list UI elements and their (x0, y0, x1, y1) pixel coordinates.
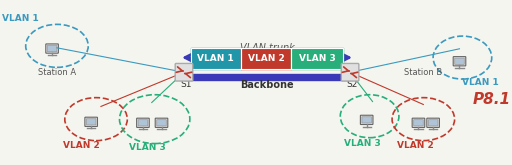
Text: Backbone: Backbone (240, 80, 294, 90)
Bar (241, 48, 291, 69)
FancyBboxPatch shape (429, 120, 438, 126)
FancyBboxPatch shape (427, 118, 439, 127)
FancyBboxPatch shape (137, 118, 149, 127)
Text: VLAN 3: VLAN 3 (299, 54, 336, 63)
Text: P8.1: P8.1 (473, 92, 511, 107)
Text: Station A: Station A (38, 68, 76, 77)
Text: VLAN 1: VLAN 1 (3, 14, 39, 23)
Text: VLAN 2: VLAN 2 (397, 141, 434, 150)
FancyBboxPatch shape (455, 58, 464, 64)
Text: VLAN trunk: VLAN trunk (240, 43, 294, 53)
Text: VLAN 1: VLAN 1 (462, 78, 498, 86)
Bar (291, 48, 343, 69)
FancyBboxPatch shape (157, 120, 166, 126)
FancyBboxPatch shape (175, 64, 193, 81)
Text: Station B: Station B (404, 68, 442, 77)
Text: S1: S1 (180, 80, 191, 89)
Text: S2: S2 (346, 80, 358, 89)
Text: VLAN 2: VLAN 2 (248, 54, 285, 63)
Text: VLAN 1: VLAN 1 (197, 54, 234, 63)
FancyBboxPatch shape (412, 118, 425, 127)
FancyBboxPatch shape (85, 117, 97, 126)
FancyBboxPatch shape (47, 45, 57, 52)
FancyBboxPatch shape (342, 64, 359, 81)
Bar (191, 48, 241, 69)
FancyBboxPatch shape (453, 57, 466, 66)
Text: VLAN 3: VLAN 3 (345, 139, 381, 148)
FancyBboxPatch shape (360, 115, 373, 125)
Text: VLAN 3: VLAN 3 (130, 143, 166, 152)
FancyBboxPatch shape (155, 118, 168, 127)
FancyBboxPatch shape (362, 117, 371, 123)
FancyBboxPatch shape (414, 120, 423, 126)
FancyBboxPatch shape (138, 120, 147, 126)
Text: VLAN 2: VLAN 2 (63, 141, 100, 150)
FancyBboxPatch shape (87, 119, 96, 125)
FancyBboxPatch shape (46, 44, 58, 53)
